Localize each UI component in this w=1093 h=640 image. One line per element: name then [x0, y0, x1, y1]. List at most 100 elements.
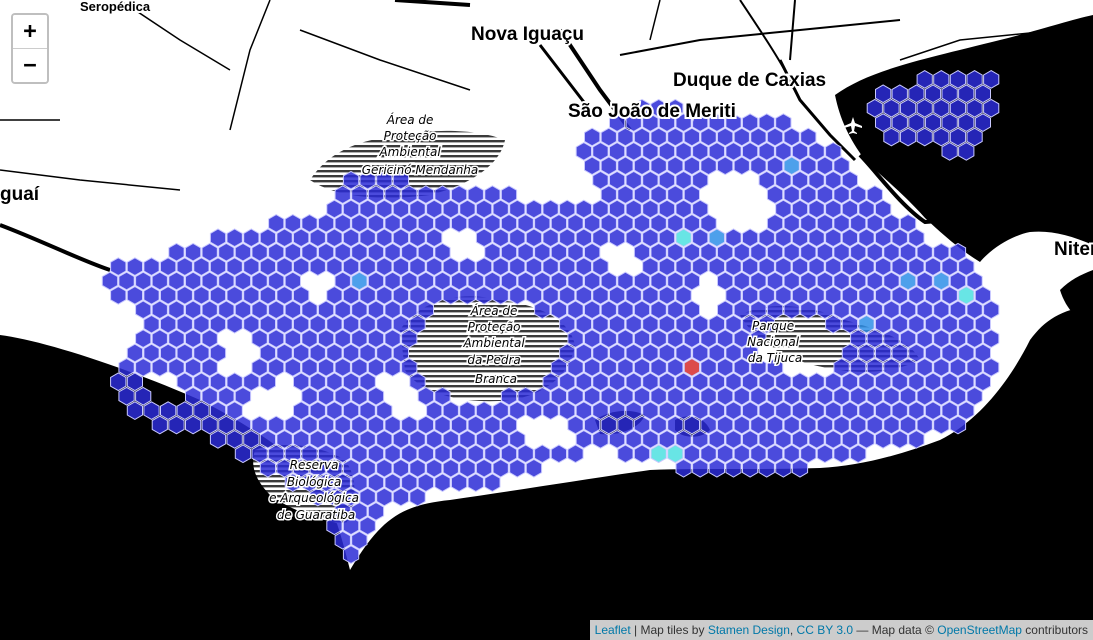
hexbin-cell[interactable]	[584, 271, 601, 291]
hexbin-cell[interactable]	[658, 430, 676, 449]
hexbin-cell[interactable]	[958, 84, 975, 104]
hexbin-cell[interactable]	[733, 127, 750, 147]
hexbin-cell[interactable]	[650, 98, 667, 118]
hexbin-cell[interactable]	[841, 257, 858, 276]
hexbin-cell[interactable]	[334, 185, 351, 204]
hexbin-cell[interactable]	[808, 286, 825, 305]
hexbin-cell[interactable]	[949, 242, 967, 262]
hexbin-cell[interactable]	[692, 401, 709, 420]
hexbin-cell[interactable]	[833, 214, 850, 233]
hexbin-cell[interactable]	[808, 401, 825, 420]
hexbin-cell[interactable]	[185, 386, 202, 406]
hexbin-cell[interactable]	[600, 415, 617, 435]
hexbin-cell[interactable]	[168, 271, 185, 291]
hexbin-cell[interactable]	[517, 214, 534, 233]
hexbin-cell[interactable]	[700, 358, 717, 377]
hexbin-cell[interactable]	[891, 113, 908, 132]
hexbin-cell[interactable]	[791, 257, 809, 276]
hexbin-cell[interactable]	[500, 214, 518, 233]
hexbin-cell[interactable]	[351, 242, 368, 262]
hexbin-cell[interactable]	[974, 113, 991, 132]
hexbin-cell[interactable]	[176, 343, 193, 363]
hexbin-cell[interactable]	[891, 430, 908, 449]
hexbin-cell[interactable]	[592, 257, 609, 276]
hexbin-cell[interactable]	[243, 314, 260, 334]
hexbin-cell[interactable]	[683, 386, 700, 406]
hexbin-cell[interactable]	[542, 228, 559, 248]
hexbin-cell[interactable]	[941, 372, 958, 392]
hexbin-cell[interactable]	[617, 329, 634, 348]
hexbin-cell[interactable]	[243, 228, 260, 248]
hexbin-cell[interactable]	[941, 142, 958, 161]
hexbin-cell[interactable]	[284, 415, 301, 435]
hexbin-cell[interactable]	[633, 271, 651, 291]
hexbin-cell[interactable]	[916, 271, 933, 291]
hexbin-cell[interactable]	[409, 257, 426, 276]
hexbin-cell[interactable]	[667, 358, 684, 377]
hexbin-cell[interactable]	[825, 257, 842, 276]
hexbin-cell[interactable]	[218, 415, 235, 435]
hexbin-cell[interactable]	[717, 358, 734, 377]
hexbin-cell[interactable]	[185, 329, 202, 348]
hexbin-cell[interactable]	[600, 358, 617, 377]
hexbin-cell[interactable]	[351, 214, 368, 233]
hexbin-cell[interactable]	[301, 242, 318, 262]
hexbin-cell[interactable]	[891, 286, 908, 305]
hexbin-cell[interactable]	[600, 185, 617, 204]
hexbin-cell[interactable]	[492, 458, 509, 478]
hexbin-cell[interactable]	[933, 358, 950, 377]
hexbin-cell[interactable]	[916, 242, 933, 262]
hexbin-cell[interactable]	[683, 214, 700, 233]
hexbin-cell[interactable]	[309, 228, 326, 248]
hexbin-cell[interactable]	[351, 358, 368, 377]
hexbin-cell[interactable]	[351, 185, 368, 204]
hexbin-cell[interactable]	[667, 156, 684, 176]
hexbin-cell[interactable]	[708, 228, 725, 248]
hexbin-cell[interactable]	[675, 458, 692, 478]
hexbin-cell[interactable]	[575, 401, 592, 420]
hexbin-cell[interactable]	[725, 314, 742, 334]
hexbin-cell[interactable]	[617, 415, 634, 435]
hexbin-cell[interactable]	[168, 329, 185, 348]
hexbin-cell[interactable]	[143, 286, 160, 305]
hexbin-cell[interactable]	[924, 401, 942, 420]
hexbin-cell[interactable]	[667, 98, 684, 118]
hexbin-cell[interactable]	[642, 142, 659, 161]
hexbin-cell[interactable]	[243, 257, 260, 276]
hexbin-cell[interactable]	[683, 156, 700, 176]
hexbin-cell[interactable]	[434, 444, 451, 464]
hexbin-cell[interactable]	[110, 286, 127, 305]
hexbin-cell[interactable]	[193, 314, 210, 334]
hexbin-cell[interactable]	[334, 502, 351, 521]
hexbin-cell[interactable]	[584, 127, 601, 147]
hexbin-cell[interactable]	[617, 127, 634, 147]
hexbin-cell[interactable]	[808, 199, 825, 219]
hexbin-cell[interactable]	[243, 286, 260, 305]
hexbin-cell[interactable]	[342, 458, 360, 478]
hexbin-cell[interactable]	[600, 127, 617, 147]
hexbin-cell[interactable]	[899, 242, 917, 262]
hexbin-cell[interactable]	[185, 415, 202, 435]
hexbin-cell[interactable]	[758, 458, 775, 478]
hexbin-cell[interactable]	[841, 228, 858, 248]
hexbin-cell[interactable]	[675, 286, 692, 305]
hexbin-cell[interactable]	[958, 113, 975, 132]
hexbin-cell[interactable]	[293, 372, 310, 392]
hexbin-cell[interactable]	[650, 127, 667, 147]
hexbin-cell[interactable]	[758, 113, 775, 132]
hexbin-cell[interactable]	[758, 170, 775, 190]
hexbin-cell[interactable]	[534, 300, 551, 320]
hexbin-cell[interactable]	[908, 113, 925, 132]
hexbin-cell[interactable]	[825, 430, 842, 449]
hexbin-cell[interactable]	[775, 458, 792, 478]
hexbin-cell[interactable]	[451, 473, 468, 492]
hexbin-cell[interactable]	[201, 415, 218, 435]
hexbin-cell[interactable]	[692, 113, 709, 132]
hexbin-cell[interactable]	[309, 257, 326, 276]
hexbin-cell[interactable]	[592, 314, 609, 334]
hexbin-cell[interactable]	[401, 329, 418, 348]
hexbin-cell[interactable]	[417, 386, 434, 406]
hexbin-cell[interactable]	[675, 199, 692, 219]
hexbin-cell[interactable]	[492, 257, 509, 276]
hexbin-cell[interactable]	[351, 329, 368, 348]
